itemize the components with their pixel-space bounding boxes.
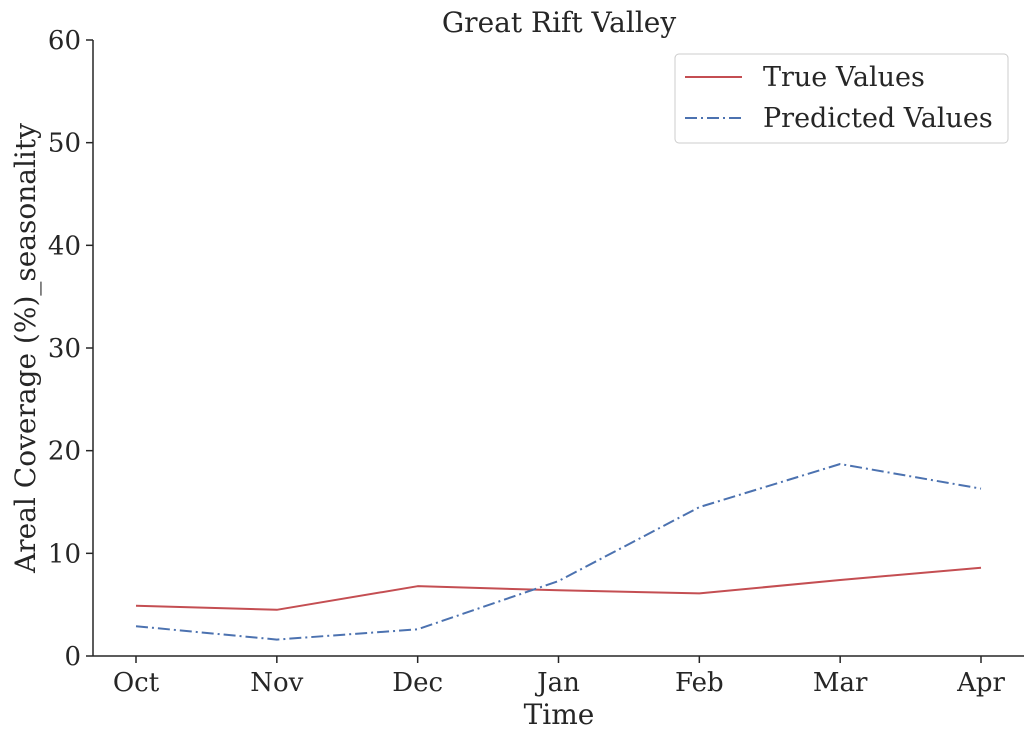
y-axis: 0 10 20 30 40 50 60: [48, 26, 94, 672]
y-tick-label: 60: [48, 26, 81, 56]
y-axis-label: Areal Coverage (%)_seasonality: [9, 123, 42, 574]
x-axis-label: Time: [524, 698, 595, 731]
y-tick-label: 20: [48, 437, 81, 467]
x-ticks: Oct Nov Dec Jan Feb Mar Apr: [113, 656, 1005, 698]
x-tick-label: Feb: [675, 668, 724, 698]
y-tick-label: 40: [48, 231, 81, 261]
y-tick-label: 0: [64, 642, 81, 672]
x-tick-label: Dec: [392, 668, 443, 698]
x-tick-label: Nov: [250, 668, 303, 698]
y-ticks: 0 10 20 30 40 50 60: [48, 26, 93, 672]
legend: True Values Predicted Values: [674, 53, 1009, 144]
x-tick-label: Jan: [534, 668, 580, 698]
legend-label-true-values: True Values: [763, 62, 925, 93]
y-tick-label: 10: [48, 539, 81, 569]
series-layer: [135, 463, 982, 641]
x-tick-label: Oct: [113, 668, 160, 698]
legend-box: [674, 53, 1009, 144]
y-tick-label: 30: [48, 334, 81, 364]
chart-title: Great Rift Valley: [442, 6, 677, 39]
x-axis: Oct Nov Dec Jan Feb Mar Apr: [93, 655, 1024, 698]
legend-label-predicted-values: Predicted Values: [763, 103, 993, 134]
y-tick-label: 50: [48, 129, 81, 159]
x-tick-label: Mar: [813, 668, 868, 698]
series-line-true-values: [135, 566, 982, 611]
series-line-predicted-values: [135, 463, 982, 641]
x-tick-label: Apr: [956, 668, 1005, 698]
